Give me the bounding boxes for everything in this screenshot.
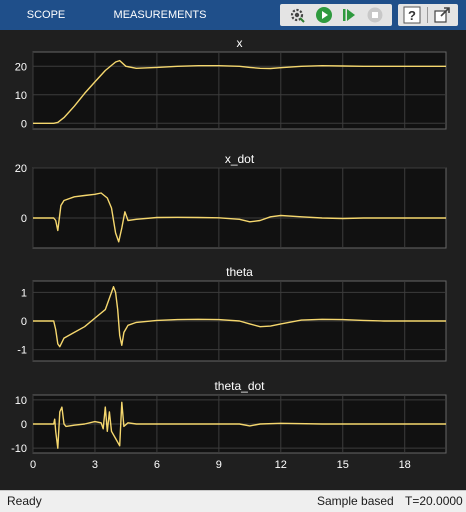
plot-title: theta <box>226 265 253 279</box>
y-tick-label: 10 <box>15 395 27 407</box>
x-tick-label: 15 <box>337 459 349 471</box>
y-tick-label: 0 <box>21 419 27 431</box>
x-tick-label: 9 <box>216 459 222 471</box>
x-tick-label: 18 <box>399 459 411 471</box>
y-tick-label: -10 <box>11 443 27 455</box>
status-sim-time: T=20.0000 <box>405 494 463 508</box>
status-ready: Ready <box>7 494 42 508</box>
x-tick-label: 12 <box>275 459 287 471</box>
signal-theta <box>33 286 446 348</box>
signal-x_dot <box>33 192 446 243</box>
undock-icon[interactable] <box>433 6 451 24</box>
settings-icon[interactable] <box>288 6 306 24</box>
x-tick-label: 3 <box>92 459 98 471</box>
toolbar: SCOPE MEASUREMENTS <box>0 0 466 30</box>
tab-scope[interactable]: SCOPE <box>26 9 66 21</box>
y-tick-label: 1 <box>21 287 27 299</box>
window-controls: ? <box>398 4 458 26</box>
help-icon[interactable]: ? <box>403 6 421 24</box>
tab-measurements[interactable]: MEASUREMENTS <box>113 9 207 21</box>
toolbar-separator <box>427 7 428 23</box>
y-tick-label: 20 <box>15 163 27 175</box>
run-icon[interactable] <box>315 6 333 24</box>
plot-title: theta_dot <box>214 379 265 393</box>
y-tick-label: 10 <box>15 90 27 102</box>
axes-1 <box>32 167 447 249</box>
y-tick-label: 20 <box>15 61 27 73</box>
y-tick-label: 0 <box>21 118 27 130</box>
svg-text:?: ? <box>408 8 416 23</box>
x-tick-label: 0 <box>30 459 36 471</box>
signal-x <box>33 59 446 125</box>
stop-icon[interactable] <box>366 6 384 24</box>
simulation-controls <box>280 4 392 26</box>
y-tick-label: -1 <box>17 345 27 357</box>
x-tick-label: 6 <box>154 459 160 471</box>
y-tick-label: 0 <box>21 213 27 225</box>
plot-title: x <box>237 36 243 50</box>
step-forward-icon[interactable] <box>340 6 358 24</box>
status-bar: Ready Sample based T=20.0000 <box>0 490 466 512</box>
status-sample-mode: Sample based <box>317 494 394 508</box>
signal-theta_dot <box>33 401 446 449</box>
plot-title: x_dot <box>225 152 255 166</box>
y-tick-label: 0 <box>21 316 27 328</box>
scope-plot-area: 0 10 20 x 0 20 x_dot -1 0 1 theta -10 0 10 theta_dot 0 3… <box>0 30 466 490</box>
